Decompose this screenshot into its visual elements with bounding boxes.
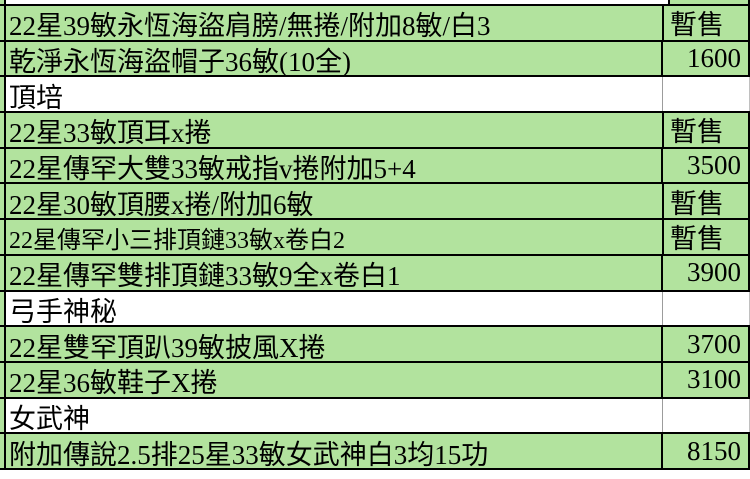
left-neighbor-column-sliver [0, 0, 6, 4]
price-cell[interactable]: 3500 [661, 148, 750, 183]
item-text: 22星雙罕頂趴39敏披風X捲 [9, 332, 326, 361]
price-cell[interactable]: 暫售 [662, 184, 750, 219]
left-neighbor-column-sliver [0, 41, 6, 76]
table-row: 女武神 [0, 398, 750, 435]
table-row: 22星30敏頂腰x捲/附加6敏 暫售 [0, 184, 750, 221]
price-cell[interactable]: 8150 [661, 434, 750, 468]
item-cell[interactable]: 22星33敏頂耳x捲 [6, 113, 662, 147]
left-neighbor-column-sliver [0, 434, 6, 468]
cropped-bottom-row-sliver [0, 470, 750, 473]
table-row: 22星雙罕頂趴39敏披風X捲 3700 [0, 327, 750, 363]
item-text: 弓手神秘 [9, 296, 117, 326]
table-row: 頂培 [0, 77, 750, 114]
price-cell[interactable]: 1600 [661, 41, 750, 76]
left-neighbor-column-sliver [0, 327, 6, 361]
table-row: 22星傳罕雙排頂鏈33敏9全x卷白1 3900 [0, 255, 750, 292]
item-text: 女武神 [9, 403, 90, 433]
item-cell[interactable]: 22星傳罕小三排頂鏈33敏x卷白2 [6, 220, 662, 254]
left-neighbor-column-sliver [0, 362, 6, 397]
price-cell[interactable]: 暫售 [662, 220, 750, 254]
price-text: 暫售 [670, 188, 724, 219]
item-text: 22星39敏永恆海盜肩膀/無捲/附加8敏/白3 [9, 11, 491, 40]
item-text: 乾淨永恆海盜帽子36敏(10全) [9, 47, 351, 76]
item-cell[interactable]: 22星36敏鞋子X捲 [6, 362, 661, 397]
item-cell-sliver [6, 0, 668, 4]
item-cell[interactable]: 22星30敏頂腰x捲/附加6敏 [6, 184, 662, 219]
table-row: 22星36敏鞋子X捲 3100 [0, 362, 750, 399]
left-neighbor-column-sliver [0, 291, 6, 326]
item-text: 22星33敏頂耳x捲 [9, 118, 212, 147]
item-cell[interactable]: 22星傳罕大雙33敏戒指v捲附加5+4 [6, 148, 661, 183]
table-row: 22星傳罕小三排頂鏈33敏x卷白2 暫售 [0, 220, 750, 256]
item-text: 22星傳罕小三排頂鏈33敏x卷白2 [9, 228, 345, 254]
table-row: 22星33敏頂耳x捲 暫售 [0, 113, 750, 149]
price-cell[interactable]: 3900 [661, 255, 750, 290]
left-neighbor-column-sliver [0, 398, 6, 433]
price-cell[interactable] [662, 291, 750, 326]
item-cell[interactable]: 22星傳罕雙排頂鏈33敏9全x卷白1 [6, 255, 661, 290]
price-cell[interactable]: 3100 [661, 362, 750, 397]
left-neighbor-column-sliver [0, 6, 6, 40]
price-cell[interactable] [662, 398, 750, 433]
item-text: 22星傳罕大雙33敏戒指v捲附加5+4 [9, 154, 416, 183]
item-cell[interactable]: 22星雙罕頂趴39敏披風X捲 [6, 327, 661, 361]
item-cell[interactable]: 女武神 [6, 398, 662, 433]
item-text: 頂培 [9, 82, 63, 112]
left-neighbor-column-sliver [0, 184, 6, 219]
left-neighbor-column-sliver [0, 220, 6, 254]
price-cell[interactable]: 暫售 [662, 113, 750, 147]
price-text: 3100 [687, 364, 741, 395]
item-cell[interactable]: 乾淨永恆海盜帽子36敏(10全) [6, 41, 661, 76]
price-text: 3500 [687, 150, 741, 181]
table-row: 22星傳罕大雙33敏戒指v捲附加5+4 3500 [0, 148, 750, 185]
left-neighbor-column-sliver [0, 113, 6, 147]
price-text: 暫售 [670, 10, 724, 40]
left-neighbor-column-sliver [0, 148, 6, 183]
price-text: 3700 [687, 328, 741, 359]
price-cell[interactable] [662, 77, 750, 112]
item-cell[interactable]: 22星39敏永恆海盜肩膀/無捲/附加8敏/白3 [6, 6, 662, 40]
table-row: 弓手神秘 [0, 291, 750, 328]
price-text: 暫售 [670, 117, 724, 147]
price-text: 8150 [687, 435, 741, 466]
item-text: 22星30敏頂腰x捲/附加6敏 [9, 189, 314, 219]
item-text: 22星36敏鞋子X捲 [9, 368, 218, 397]
item-text: 22星傳罕雙排頂鏈33敏9全x卷白1 [9, 261, 401, 290]
price-cell-sliver [668, 0, 750, 4]
price-text: 3900 [687, 257, 741, 288]
item-cell[interactable]: 頂培 [6, 77, 662, 112]
table-row: 乾淨永恆海盜帽子36敏(10全) 1600 [0, 41, 750, 78]
price-text: 暫售 [670, 224, 724, 254]
item-cell[interactable]: 附加傳說2.5排25星33敏女武神白3均15功 [6, 434, 661, 468]
left-neighbor-column-sliver [0, 255, 6, 290]
cropped-top-row-sliver [0, 0, 750, 6]
price-text: 1600 [687, 43, 741, 74]
item-cell[interactable]: 弓手神秘 [6, 291, 662, 326]
table-row: 22星39敏永恆海盜肩膀/無捲/附加8敏/白3 暫售 [0, 6, 750, 42]
price-cell[interactable]: 暫售 [662, 6, 750, 40]
table-row: 附加傳說2.5排25星33敏女武神白3均15功 8150 [0, 434, 750, 470]
left-neighbor-column-sliver [0, 77, 6, 112]
price-cell[interactable]: 3700 [661, 327, 750, 361]
item-text: 附加傳說2.5排25星33敏女武神白3均15功 [9, 439, 489, 468]
